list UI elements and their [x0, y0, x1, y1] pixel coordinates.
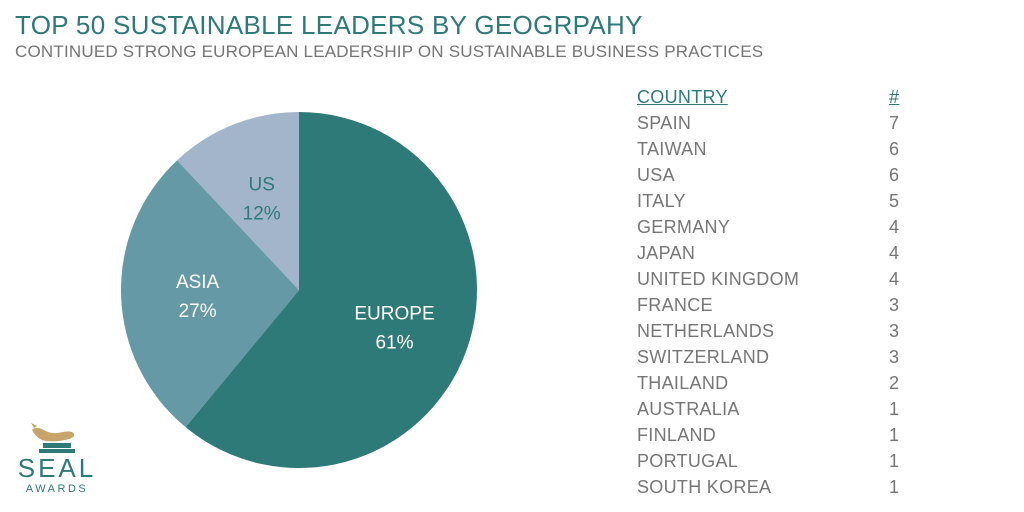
country-name: TAIWAN — [637, 139, 707, 159]
country-count: 1 — [889, 477, 900, 497]
chart-title: TOP 50 SUSTAINABLE LEADERS BY GEOGRPAHY — [15, 10, 643, 40]
country-name: SPAIN — [637, 113, 692, 133]
country-count: 3 — [889, 295, 900, 315]
country-count: 7 — [889, 113, 900, 133]
pie-slice-europe — [185, 112, 478, 469]
table-row: ITALY 5 — [637, 188, 907, 214]
country-name: GERMANY — [637, 217, 731, 237]
country-name: SWITZERLAND — [637, 347, 770, 367]
country-name: USA — [637, 165, 675, 185]
table-row: GERMANY 4 — [637, 214, 907, 240]
country-count: 4 — [889, 217, 900, 237]
pie-label-us: US — [248, 175, 274, 196]
count-column-header: # — [889, 87, 900, 107]
country-count: 3 — [889, 321, 900, 341]
table-body: SPAIN 7 TAIWAN 6 USA 6 ITALY 5 GERMANY 4 JAPAN 4 UNI… — [637, 110, 907, 500]
pie-slice-us — [177, 111, 299, 290]
country-count: 5 — [889, 191, 900, 211]
logo-wordmark: SEAL — [17, 453, 97, 483]
country-name: UNITED KINGDOM — [637, 269, 800, 289]
table-row: SOUTH KOREA 1 — [637, 474, 907, 500]
seal-icon — [31, 423, 75, 453]
country-count: 4 — [889, 243, 900, 263]
country-count: 2 — [889, 373, 900, 393]
country-name: SOUTH KOREA — [637, 477, 772, 497]
table-row: SPAIN 7 — [637, 110, 907, 136]
country-name: FINLAND — [637, 425, 717, 445]
country-name: NETHERLANDS — [637, 321, 775, 341]
pie-chart: EUROPE 61% ASIA 27% US 12% — [120, 111, 478, 469]
pie-label-asia: ASIA — [176, 272, 220, 293]
table-row: SWITZERLAND 3 — [637, 344, 907, 370]
table-header: COUNTRY # — [637, 84, 907, 110]
table-row: UNITED KINGDOM 4 — [637, 266, 907, 292]
pie-value-asia: 27% — [179, 301, 217, 322]
country-count: 6 — [889, 139, 900, 159]
pie-value-europe: 61% — [375, 332, 413, 353]
table-row: AUSTRALIA 1 — [637, 396, 907, 422]
country-count: 6 — [889, 165, 900, 185]
country-name: THAILAND — [637, 373, 729, 393]
table-row: FRANCE 3 — [637, 292, 907, 318]
country-count: 1 — [889, 425, 900, 445]
table-row: FINLAND 1 — [637, 422, 907, 448]
table-row: JAPAN 4 — [637, 240, 907, 266]
country-name: PORTUGAL — [637, 451, 739, 471]
seal-awards-logo: SEAL AWARDS — [12, 420, 102, 502]
country-name: FRANCE — [637, 295, 713, 315]
country-name: AUSTRALIA — [637, 399, 740, 419]
country-count: 1 — [889, 399, 900, 419]
country-count: 3 — [889, 347, 900, 367]
table-row: NETHERLANDS 3 — [637, 318, 907, 344]
chart-subtitle: CONTINUED STRONG EUROPEAN LEADERSHIP ON … — [15, 42, 764, 61]
table-row: THAILAND 2 — [637, 370, 907, 396]
country-name: ITALY — [637, 191, 686, 211]
logo-subtext: AWARDS — [25, 483, 89, 495]
table-row: PORTUGAL 1 — [637, 448, 907, 474]
pie-value-us: 12% — [243, 204, 281, 225]
country-name: JAPAN — [637, 243, 696, 263]
table-row: USA 6 — [637, 162, 907, 188]
pie-slice-asia — [120, 160, 299, 428]
country-count: 1 — [889, 451, 900, 471]
table-row: TAIWAN 6 — [637, 136, 907, 162]
pie-label-europe: EUROPE — [354, 303, 434, 324]
country-table: COUNTRY # SPAIN 7 TAIWAN 6 USA 6 ITALY 5 GERMANY… — [637, 84, 907, 500]
country-column-header: COUNTRY — [637, 87, 728, 107]
country-count: 4 — [889, 269, 900, 289]
